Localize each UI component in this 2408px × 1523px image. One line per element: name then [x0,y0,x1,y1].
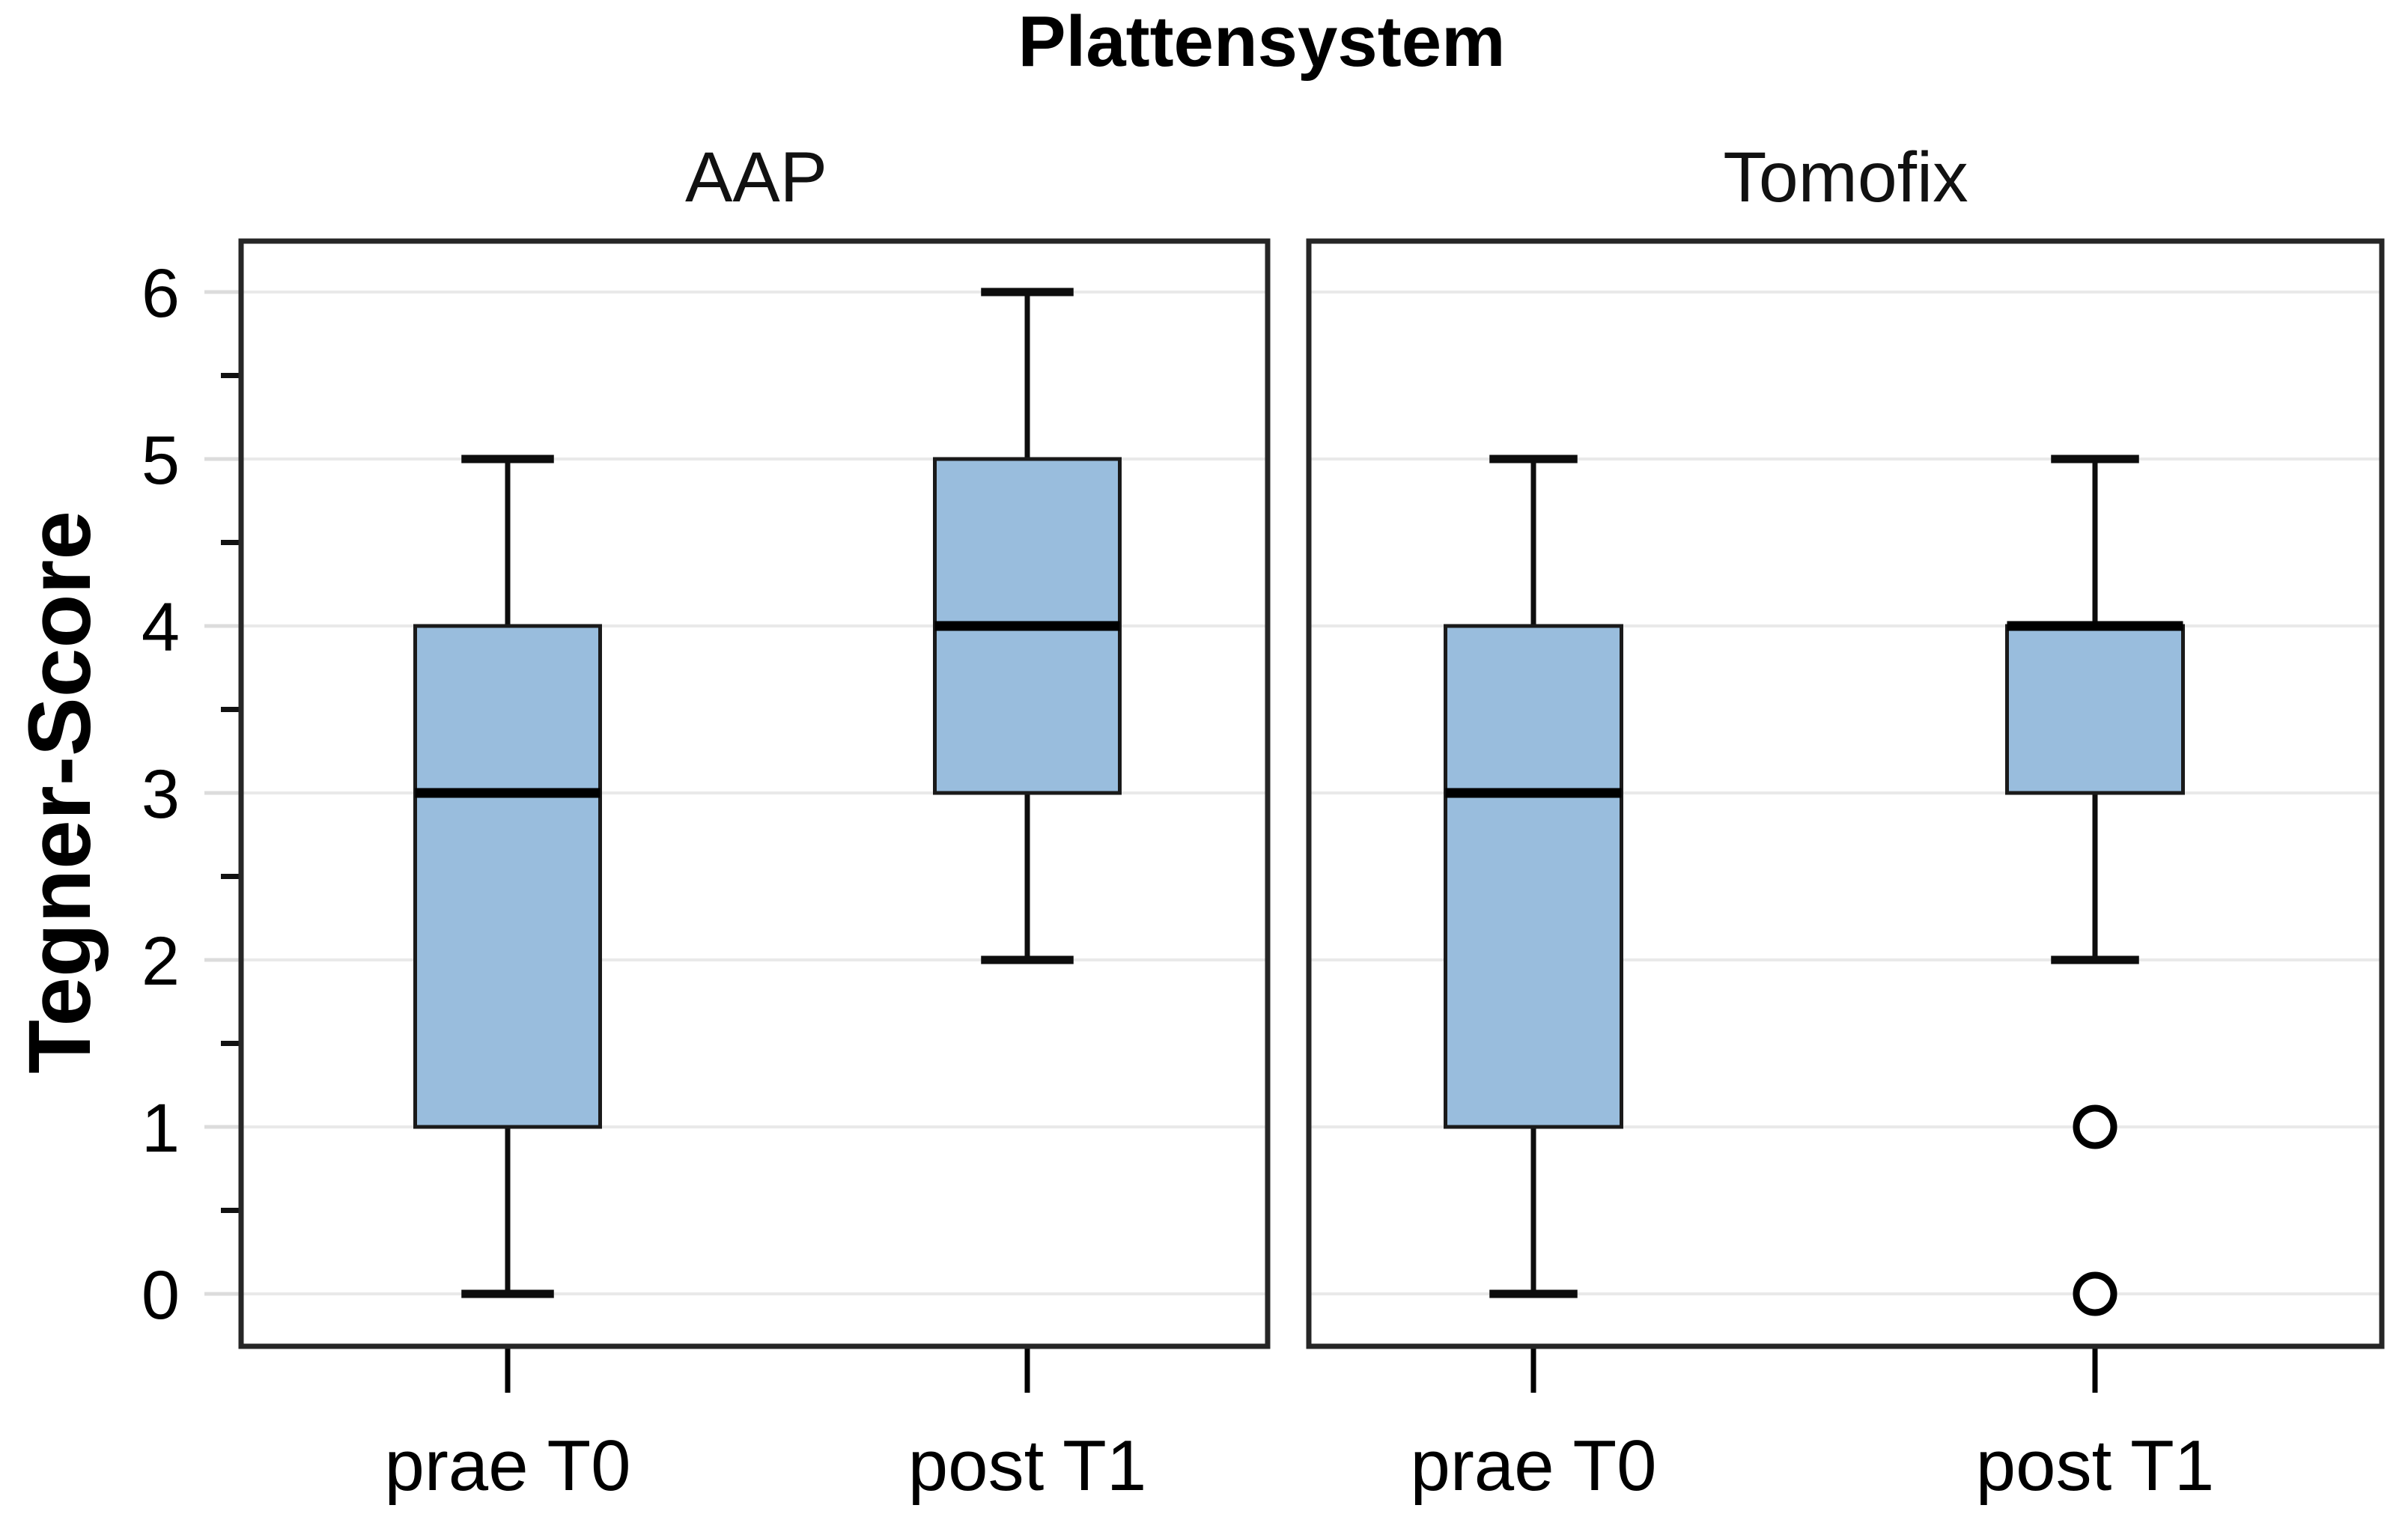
x-category-label: post T1 [1976,1426,2214,1506]
box-tomofix-post-t1: post T1 [1976,455,2214,1506]
panel-frame-aap [238,238,1271,1349]
y-tick-label-3: 3 [142,756,180,833]
figure-title: Plattensystem [1018,1,1506,82]
iqr-box [1444,624,1623,1129]
y-tick-label-0: 0 [142,1257,180,1334]
y-tick-label-6: 6 [142,255,180,332]
panel-frame-tomofix [1306,238,2385,1349]
y-tick-label-2: 2 [142,923,180,1000]
panel-title-tomofix: Tomofix [1723,138,1968,217]
y-tick-label-5: 5 [142,422,180,499]
outlier-point-0 [2073,1271,2117,1316]
box-aap-post-t1: post T1 [908,288,1146,1506]
panel-title-aap: AAP [684,138,828,217]
iqr-box [2005,624,2185,795]
outlier-point-1 [2073,1104,2117,1149]
x-category-label: prae T0 [1410,1426,1656,1506]
box-tomofix-prae-t0: prae T0 [1410,455,1657,1506]
iqr-box [413,624,602,1129]
y-tick-label-4: 4 [142,589,180,666]
y-tick-label-1: 1 [142,1090,180,1167]
x-category-label: post T1 [908,1426,1146,1506]
box-aap-prae-t0: prae T0 [384,455,631,1506]
x-category-label: prae T0 [384,1426,630,1506]
